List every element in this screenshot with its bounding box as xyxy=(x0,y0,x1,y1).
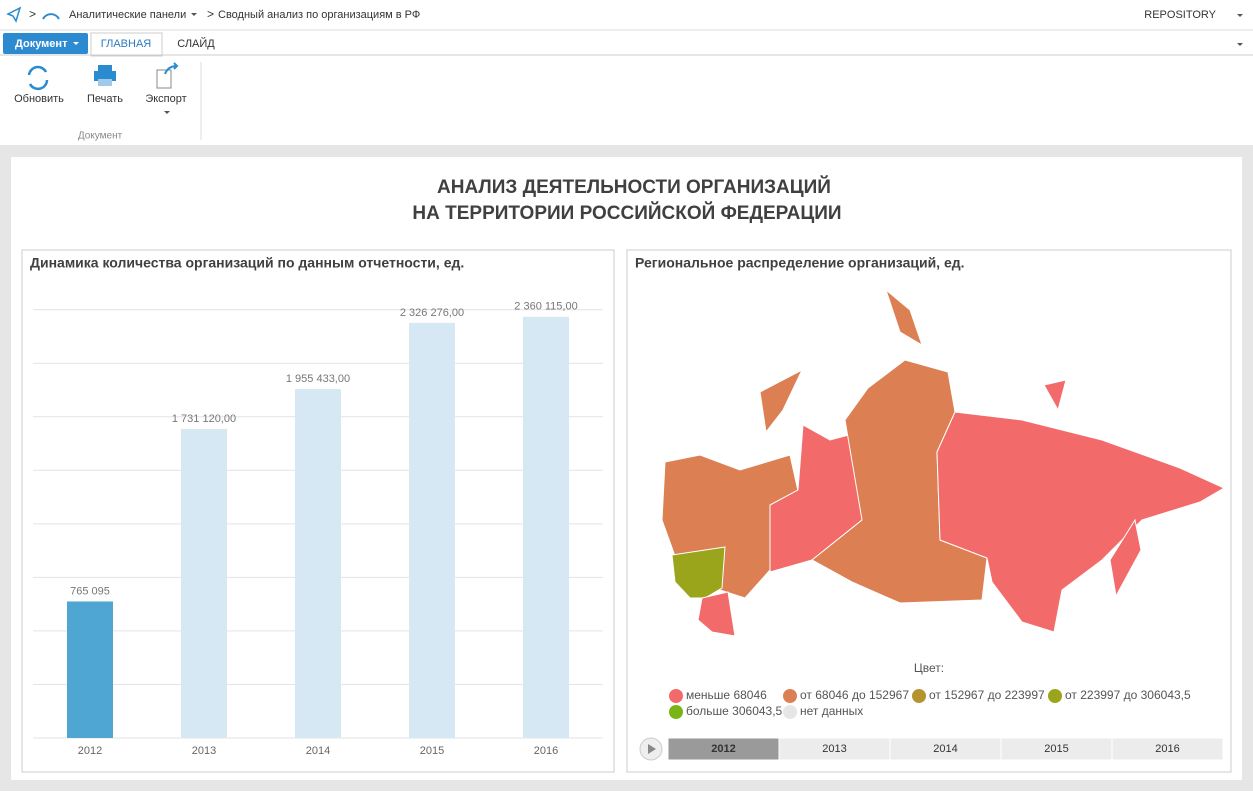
legend-swatch xyxy=(1048,689,1062,703)
timeline-label: 2012 xyxy=(711,743,735,755)
legend-swatch xyxy=(669,689,683,703)
toolbar xyxy=(0,0,1253,145)
chart-title: Динамика количества организаций по данны… xyxy=(30,255,464,271)
bar[interactable] xyxy=(523,316,569,738)
region[interactable] xyxy=(1043,379,1067,412)
timeline-label: 2014 xyxy=(933,743,957,755)
value-label: 1 731 120,00 xyxy=(172,413,236,425)
caret xyxy=(164,111,170,114)
caret xyxy=(191,13,197,16)
value-label: 2 326 276,00 xyxy=(400,307,464,319)
caret xyxy=(1237,14,1243,17)
legend-label: нет данных xyxy=(800,704,863,718)
sep: > xyxy=(207,7,214,21)
print-icon[interactable] xyxy=(94,65,116,86)
dashboard-title: НА ТЕРРИТОРИИ РОССИЙСКОЙ ФЕДЕРАЦИИ xyxy=(412,202,841,224)
legend: меньше 68046 от 68046 до 152967 от 152967 … xyxy=(669,688,1191,719)
dashboard-title: АНАЛИЗ ДЕЯТЕЛЬНОСТИ ОРГАНИЗАЦИЙ xyxy=(437,176,831,198)
region[interactable] xyxy=(884,288,923,347)
x-tick-label: 2016 xyxy=(534,745,558,757)
legend-swatch xyxy=(783,689,797,703)
ribbon-button[interactable]: Обновить xyxy=(14,93,64,105)
region[interactable] xyxy=(936,411,1226,633)
legend-label: больше 306043,5 xyxy=(686,704,783,718)
caret xyxy=(1237,43,1243,46)
refresh-icon[interactable] xyxy=(27,65,49,91)
timeline-step[interactable] xyxy=(1111,737,1224,761)
bar[interactable] xyxy=(67,601,113,738)
legend-label: меньше 68046 xyxy=(686,688,767,702)
legend-label: от 152967 до 223997 xyxy=(929,688,1045,702)
legend-title: Цвет: xyxy=(914,661,944,675)
map xyxy=(661,288,1226,637)
value-label: 1 955 433,00 xyxy=(286,373,350,385)
timeline-label: 2013 xyxy=(822,743,846,755)
tab: ГЛАВНАЯ xyxy=(101,38,152,50)
map-title: Региональное распределение организаций, … xyxy=(635,255,965,271)
ribbon-group: Документ xyxy=(78,131,123,142)
x-tick-label: 2015 xyxy=(420,745,444,757)
x-tick-label: 2013 xyxy=(192,745,216,757)
logo[interactable] xyxy=(6,6,22,23)
legend-swatch xyxy=(912,689,926,703)
ribbon-button[interactable]: Печать xyxy=(87,93,123,105)
region[interactable] xyxy=(1109,518,1142,598)
timeline-label: 2016 xyxy=(1155,743,1179,755)
export-icon[interactable] xyxy=(156,62,179,89)
document-button-label: Документ xyxy=(15,38,68,50)
breadcrumb-item[interactable]: Аналитические панели xyxy=(69,9,186,21)
region[interactable] xyxy=(759,368,804,434)
bar[interactable] xyxy=(409,322,455,738)
bar[interactable] xyxy=(295,389,341,738)
sep: > xyxy=(29,7,36,21)
timeline-label: 2015 xyxy=(1044,743,1068,755)
region[interactable] xyxy=(697,591,736,637)
ribbon-button[interactable]: Экспорт xyxy=(145,93,186,105)
caret xyxy=(73,42,79,45)
tab[interactable]: СЛАЙД xyxy=(177,37,215,50)
legend-label: от 68046 до 152967 xyxy=(800,688,909,702)
tab-active[interactable] xyxy=(90,32,163,57)
timeline: 2012 2013 2014 2015 2016 xyxy=(667,737,1224,761)
breadcrumb-item[interactable]: Сводный анализ по организациям в РФ xyxy=(218,9,420,21)
dash-icon xyxy=(42,13,60,20)
x-tick-label: 2014 xyxy=(306,745,330,757)
x-tick-label: 2012 xyxy=(78,745,102,757)
bar[interactable] xyxy=(181,429,227,738)
value-label: 765 095 xyxy=(70,585,110,597)
legend-swatch xyxy=(783,705,797,719)
legend-swatch xyxy=(669,705,683,719)
bar-chart: 765 095 2012 1 731 120,00 2013 1 955 433,00 2… xyxy=(33,301,603,757)
legend-label: от 223997 до 306043,5 xyxy=(1065,688,1191,702)
play-icon xyxy=(648,744,656,754)
repository[interactable]: REPOSITORY xyxy=(1144,9,1216,21)
document-button[interactable] xyxy=(3,33,88,54)
value-label: 2 360 115,00 xyxy=(514,301,577,313)
